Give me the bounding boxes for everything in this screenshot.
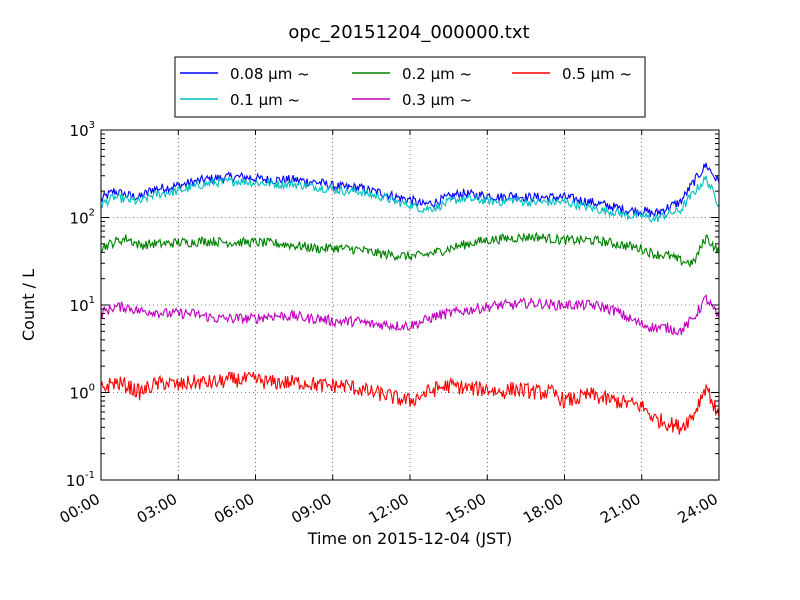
legend-label: 0.5 μm ~ <box>562 65 632 83</box>
legend-label: 0.3 μm ~ <box>402 91 472 109</box>
series-layer <box>100 162 720 435</box>
x-tick-label: 03:00 <box>134 490 180 527</box>
x-tick-label: 06:00 <box>211 490 257 527</box>
x-tick-label: 24:00 <box>675 490 721 527</box>
series-line <box>100 175 720 223</box>
x-tick-label: 15:00 <box>443 490 489 527</box>
y-axis-label: Count / L <box>19 269 38 341</box>
legend-label: 0.2 μm ~ <box>402 65 472 83</box>
y-tick-label: 101 <box>70 295 95 315</box>
y-tick-label: 103 <box>70 120 95 140</box>
y-tick-label: 10-1 <box>66 470 95 490</box>
ticks <box>100 129 720 481</box>
legend-box <box>174 56 646 118</box>
chart-title: opc_20151204_000000.txt <box>288 22 529 43</box>
y-tick-label: 102 <box>70 208 95 228</box>
x-tick-label: 00:00 <box>57 490 103 527</box>
x-tick-labels: 00:00 03:00 06:00 09:00 12:00 15:00 18:00 21:00… <box>57 490 721 527</box>
series-line <box>100 293 720 336</box>
legend-label: 0.08 μm ~ <box>230 65 310 83</box>
legend-label: 0.1 μm ~ <box>230 91 300 109</box>
series-line <box>100 231 720 268</box>
legend: 0.08 μm ~ 0.1 μm ~ 0.2 μm ~ 0.3 μm ~ 0.5 μm … <box>174 56 646 118</box>
x-tick-label: 12:00 <box>366 490 412 527</box>
x-tick-label: 21:00 <box>597 490 643 527</box>
y-tick-label: 100 <box>70 383 95 403</box>
y-tick-labels: 10-1 100 101 102 103 <box>66 120 95 490</box>
x-axis-label: Time on 2015-12-04 (JST) <box>307 529 512 548</box>
x-tick-label: 09:00 <box>288 490 334 527</box>
x-tick-label: 18:00 <box>520 490 566 527</box>
grid <box>101 130 719 480</box>
series-line <box>100 371 720 435</box>
